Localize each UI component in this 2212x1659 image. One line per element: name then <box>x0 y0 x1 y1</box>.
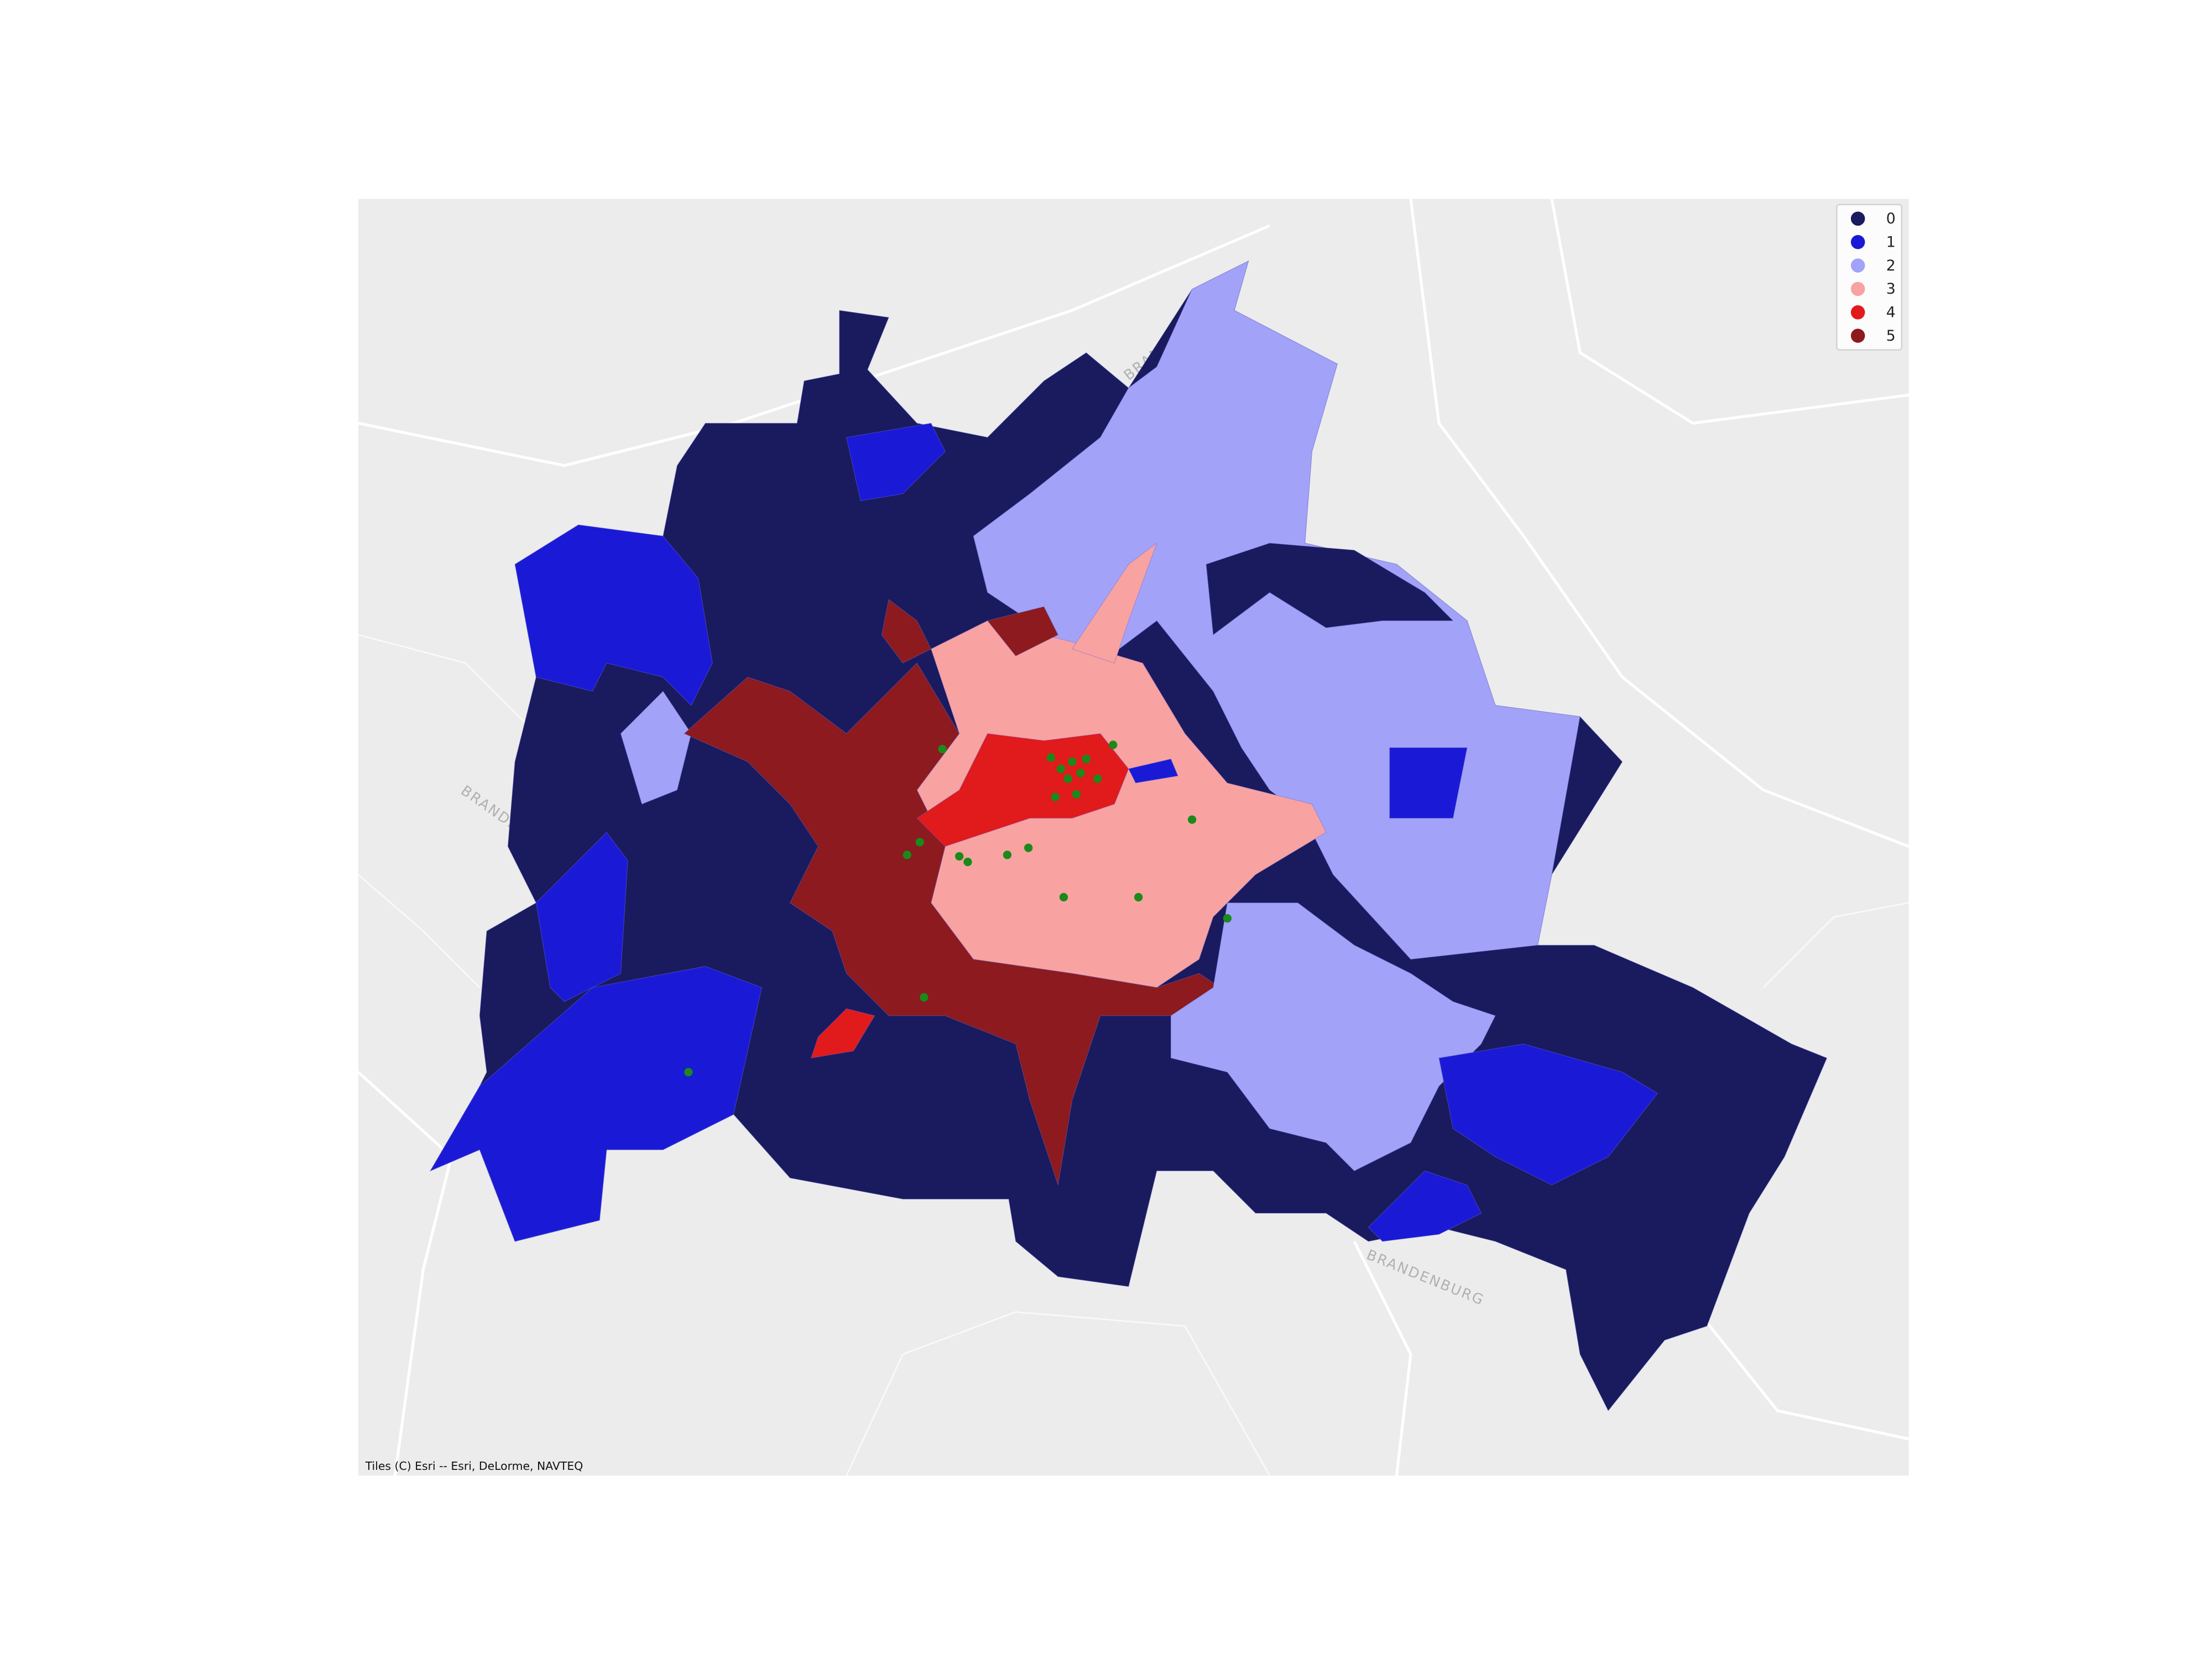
district <box>881 599 932 664</box>
district <box>1368 1170 1482 1242</box>
legend-marker <box>1850 235 1865 249</box>
poi <box>1082 754 1091 764</box>
legend-label: 2 <box>1886 257 1896 274</box>
legend: 0 1 2 3 4 5 <box>1850 210 1896 345</box>
poi <box>1024 843 1033 852</box>
district <box>514 524 713 706</box>
poi <box>684 1068 693 1077</box>
district <box>1438 1044 1658 1186</box>
poi <box>902 851 911 859</box>
legend-label: 1 <box>1886 234 1896 251</box>
district <box>1389 747 1468 819</box>
legend-marker <box>1850 281 1865 296</box>
district <box>1206 542 1454 635</box>
legend-marker <box>1850 328 1865 343</box>
legend-label: 3 <box>1886 280 1896 298</box>
poi <box>1076 769 1085 778</box>
district <box>846 422 946 502</box>
legend-marker <box>1850 258 1865 273</box>
district <box>987 606 1058 656</box>
poi <box>1223 914 1232 923</box>
poi <box>920 993 928 1002</box>
district <box>811 1008 875 1058</box>
district <box>429 966 763 1242</box>
legend-marker <box>1850 211 1865 226</box>
legend-marker <box>1850 305 1865 320</box>
district <box>1128 758 1178 784</box>
legend-label: 4 <box>1886 304 1896 321</box>
poi <box>1134 893 1143 902</box>
poi <box>1059 893 1068 902</box>
poi <box>1063 774 1072 783</box>
poi <box>1072 790 1081 799</box>
poi <box>1093 774 1102 783</box>
points-of-interest <box>684 740 1232 1077</box>
districts <box>429 260 1828 1411</box>
poi <box>1187 815 1197 824</box>
poi <box>955 852 964 861</box>
poi <box>1046 753 1056 762</box>
district <box>1071 542 1157 664</box>
poi <box>1051 792 1060 801</box>
poi <box>963 858 972 867</box>
poi <box>1003 851 1012 859</box>
district <box>535 832 628 1002</box>
poi <box>1056 764 1066 773</box>
poi <box>1068 757 1077 766</box>
legend-label: 5 <box>1886 327 1896 345</box>
district <box>620 691 692 805</box>
district <box>1170 902 1496 1171</box>
poi <box>1109 740 1118 749</box>
poi <box>915 838 924 847</box>
poi <box>938 744 947 754</box>
legend-label: 0 <box>1886 210 1896 227</box>
attribution: Tiles (C) Esri -- Esri, DeLorme, NAVTEQ <box>365 1459 583 1473</box>
basemap-roads <box>357 199 1910 1476</box>
